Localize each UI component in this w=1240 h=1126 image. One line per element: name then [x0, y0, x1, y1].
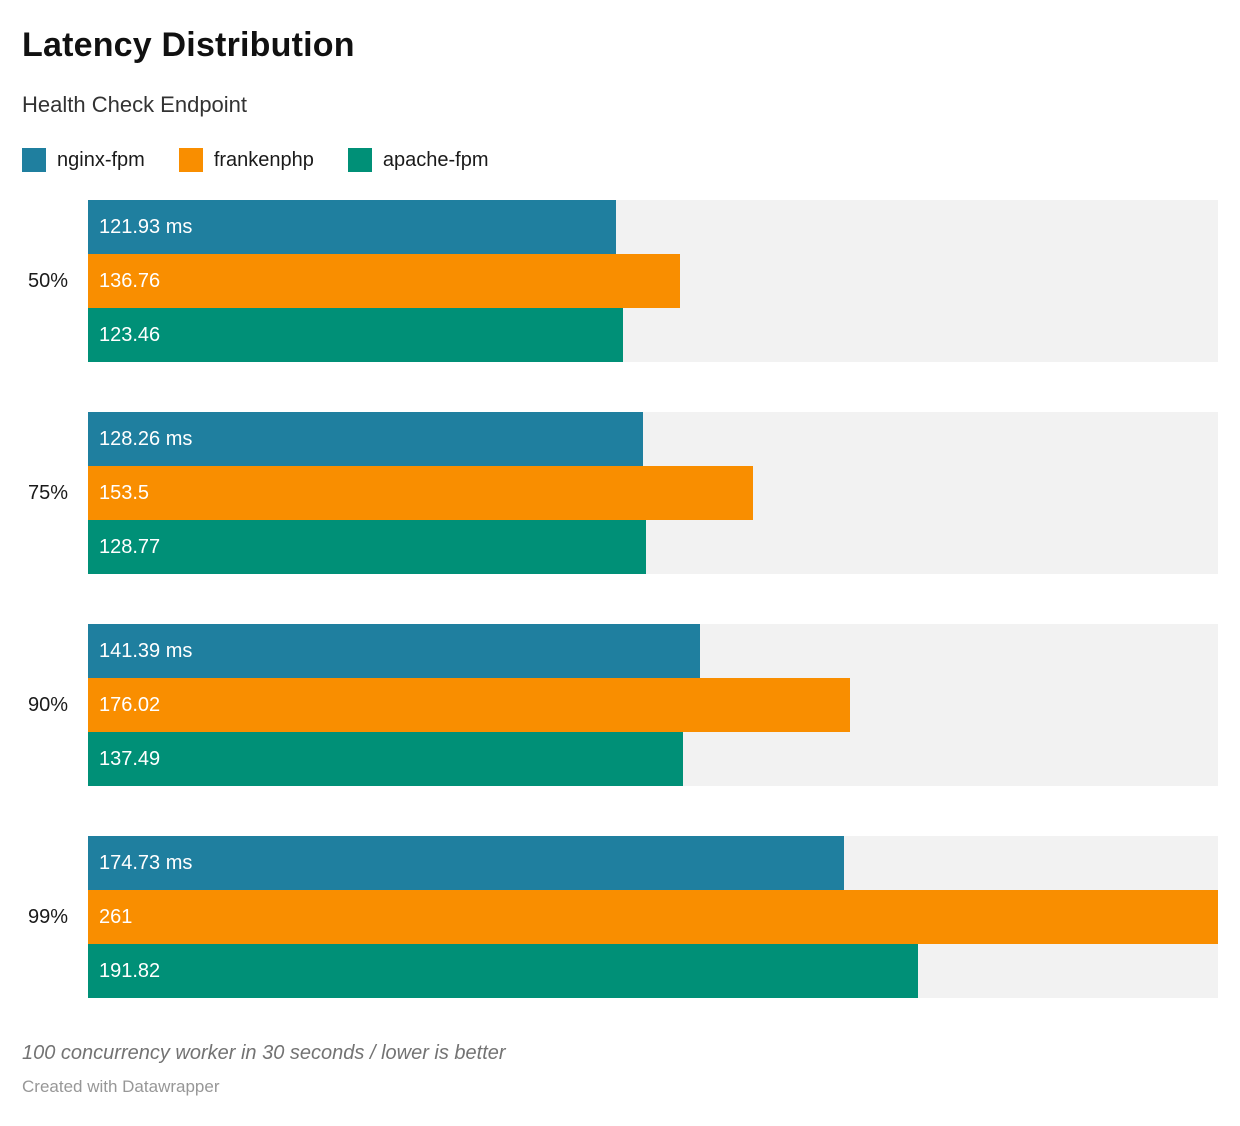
legend-item-frankenphp: frankenphp — [178, 148, 314, 172]
bar-track-stack: 174.73 ms 261 191.82 — [88, 836, 1218, 998]
bar-track: 136.76 — [88, 254, 1218, 308]
bar-group-50pct: 50% 121.93 ms 136.76 123.46 — [22, 200, 1218, 362]
bar-value-label: 174.73 ms — [99, 851, 193, 874]
chart-title: Latency Distribution — [22, 26, 355, 64]
bar-group-99pct: 99% 174.73 ms 261 191.82 — [22, 836, 1218, 998]
bar-chart: 50% 121.93 ms 136.76 123.46 75% 128.26 ms 153.… — [22, 200, 1218, 998]
bar-apache-fpm-99pct: 191.82 — [88, 944, 919, 998]
bar-apache-fpm-75pct: 128.77 — [88, 520, 646, 574]
legend-swatch-apache-fpm — [347, 148, 372, 172]
bar-apache-fpm-90pct: 137.49 — [88, 732, 684, 786]
category-label: 99% — [27, 905, 68, 928]
bar-value-label: 261 — [99, 905, 133, 928]
bar-track: 174.73 ms — [88, 836, 1218, 890]
bar-track: 128.77 — [88, 520, 1218, 574]
bar-track: 137.49 — [88, 732, 1218, 786]
bar-track: 153.5 — [88, 466, 1218, 520]
bar-nginx-fpm-90pct: 141.39 ms — [88, 624, 701, 678]
bar-track: 128.26 ms — [88, 412, 1218, 466]
bar-nginx-fpm-75pct: 128.26 ms — [88, 412, 644, 466]
legend-label: frankenphp — [213, 148, 314, 171]
bar-value-label: 191.82 — [99, 959, 161, 982]
bar-track: 176.02 — [88, 678, 1218, 732]
category-label: 90% — [27, 693, 68, 716]
bar-track: 191.82 — [88, 944, 1218, 998]
bar-nginx-fpm-99pct: 174.73 ms — [88, 836, 845, 890]
bar-value-label: 123.46 — [99, 323, 161, 346]
bar-value-label: 121.93 ms — [99, 215, 193, 238]
datawrapper-attribution: Created with Datawrapper — [22, 1077, 220, 1096]
chart-subtitle: Health Check Endpoint — [22, 92, 248, 117]
bar-track-stack: 141.39 ms 176.02 137.49 — [88, 624, 1218, 786]
bar-frankenphp-99pct: 261 — [88, 890, 1218, 944]
bar-value-label: 176.02 — [99, 693, 161, 716]
legend-swatch-nginx-fpm — [22, 148, 46, 172]
bar-frankenphp-90pct: 176.02 — [88, 678, 851, 732]
bar-value-label: 153.5 — [99, 481, 150, 504]
legend-item-apache-fpm: apache-fpm — [347, 148, 489, 172]
legend-label: apache-fpm — [382, 148, 489, 171]
bar-track: 261 — [88, 890, 1218, 944]
bar-track: 121.93 ms — [88, 200, 1218, 254]
legend: nginx-fpm frankenphp apache-fpm — [22, 147, 1218, 173]
bar-track: 123.46 — [88, 308, 1218, 362]
category-label: 75% — [27, 481, 68, 504]
category-label: 50% — [27, 269, 68, 292]
bar-value-label: 141.39 ms — [99, 639, 193, 662]
bar-group-90pct: 90% 141.39 ms 176.02 137.49 — [22, 624, 1218, 786]
legend-label: nginx-fpm — [57, 148, 145, 171]
bar-apache-fpm-50pct: 123.46 — [88, 308, 623, 362]
bar-group-75pct: 75% 128.26 ms 153.5 128.77 — [22, 412, 1218, 574]
bar-frankenphp-50pct: 136.76 — [88, 254, 681, 308]
bar-track-stack: 128.26 ms 153.5 128.77 — [88, 412, 1218, 574]
bar-value-label: 128.77 — [99, 535, 161, 558]
bar-value-label: 137.49 — [99, 747, 161, 770]
bar-nginx-fpm-50pct: 121.93 ms — [88, 200, 616, 254]
bar-value-label: 136.76 — [99, 269, 161, 292]
chart-notes: 100 concurrency worker in 30 seconds / l… — [22, 1042, 506, 1064]
bar-value-label: 128.26 ms — [99, 427, 193, 450]
bar-track-stack: 121.93 ms 136.76 123.46 — [88, 200, 1218, 362]
bar-track: 141.39 ms — [88, 624, 1218, 678]
legend-item-nginx-fpm: nginx-fpm — [22, 148, 145, 172]
legend-swatch-frankenphp — [178, 148, 203, 172]
bar-frankenphp-75pct: 153.5 — [88, 466, 753, 520]
